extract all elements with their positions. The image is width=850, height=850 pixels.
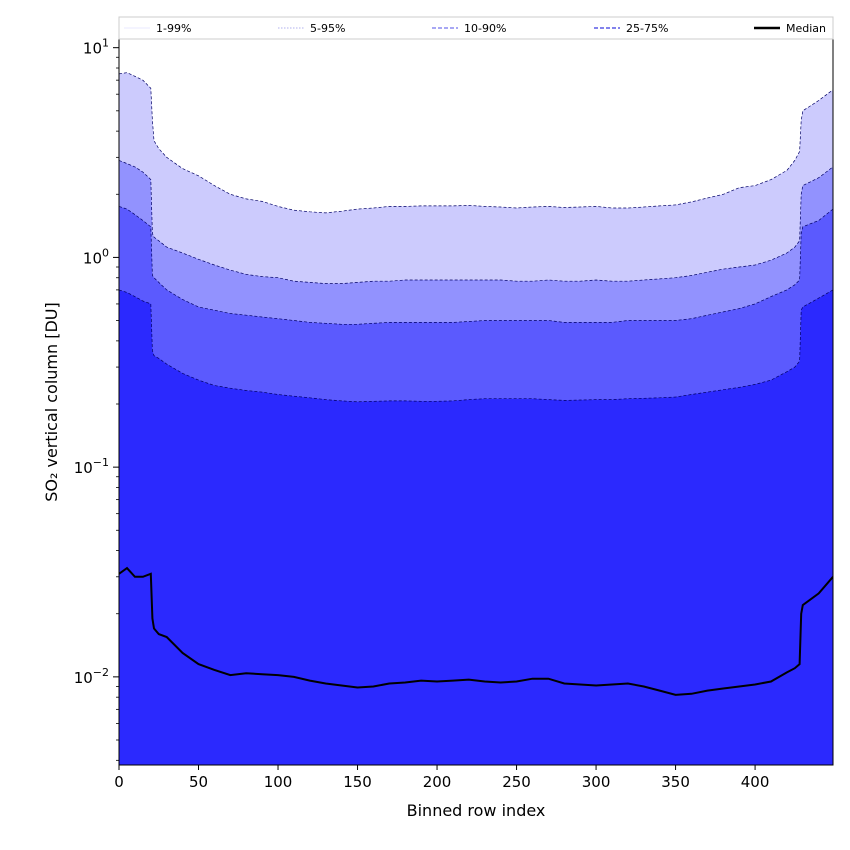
- y-tick-label: 10−2: [74, 666, 109, 687]
- x-tick-label: 50: [189, 773, 208, 791]
- x-tick-label: 350: [661, 773, 690, 791]
- x-axis-label: Binned row index: [407, 801, 546, 820]
- legend: 1-99% 5-95% 10-90% 25-75% Median: [118, 16, 834, 40]
- legend-label: 10-90%: [464, 22, 506, 35]
- band-inner: [119, 289, 833, 765]
- y-tick-label: 10−1: [74, 456, 109, 477]
- legend-frame: [118, 16, 834, 40]
- y-axis: 10−2 10−1 100 101: [74, 37, 119, 761]
- x-tick-label: 300: [582, 773, 611, 791]
- band-5-95-edge: [119, 72, 833, 214]
- x-tick-label: 100: [264, 773, 293, 791]
- x-axis: 0 50 100 150 200 250 300 350 400: [114, 765, 769, 791]
- y-tick-label: 101: [83, 37, 109, 58]
- median-layer: [119, 566, 833, 696]
- band-25-75-edge: [119, 206, 833, 325]
- percentile-band-edges: [119, 72, 833, 403]
- percentile-bands: [119, 39, 833, 765]
- band-10-90-edge: [119, 160, 833, 284]
- legend-label: 5-95%: [310, 22, 345, 35]
- band-inner-edge: [119, 289, 833, 403]
- x-tick-label: 150: [343, 773, 372, 791]
- x-tick-label: 250: [502, 773, 531, 791]
- y-tick-label: 100: [83, 246, 109, 267]
- x-tick-label: 200: [423, 773, 452, 791]
- legend-label: 25-75%: [626, 22, 668, 35]
- y-axis-label: SO₂ vertical column [DU]: [42, 302, 61, 502]
- median-line: [119, 566, 833, 696]
- x-tick-label: 400: [741, 773, 770, 791]
- legend-label: Median: [786, 22, 826, 35]
- x-tick-label: 0: [114, 773, 124, 791]
- legend-label: 1-99%: [156, 22, 191, 35]
